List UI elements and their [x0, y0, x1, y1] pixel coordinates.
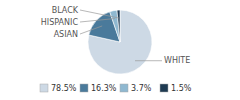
slice-label: ASIAN [54, 30, 78, 39]
pie [88, 10, 152, 74]
legend-swatch [120, 84, 128, 92]
pie-slice [88, 10, 152, 74]
leader-line [80, 19, 115, 22]
legend-label: 1.5% [171, 84, 192, 93]
legend-swatch [160, 84, 168, 92]
leader-line [80, 10, 119, 18]
legend-swatch [40, 84, 48, 92]
leader-line [80, 26, 102, 34]
slice-label: HISPANIC [41, 18, 79, 27]
slice-label: BLACK [52, 6, 79, 15]
legend: 78.5% 16.3% 3.7% 1.5% [40, 84, 192, 93]
legend-label: 78.5% [51, 84, 77, 93]
legend-label: 3.7% [131, 84, 152, 93]
slice-label: WHITE [164, 56, 190, 65]
pie-slice [110, 10, 120, 42]
legend-swatch [80, 84, 88, 92]
slice-labels: BLACK HISPANIC ASIAN WHITE [41, 6, 190, 66]
pie-slice [117, 10, 120, 42]
leader-line [135, 60, 162, 61]
chart: BLACK HISPANIC ASIAN WHITE 78.5% 16.3% 3.7% 1.5… [0, 0, 240, 100]
legend-label: 16.3% [91, 84, 117, 93]
